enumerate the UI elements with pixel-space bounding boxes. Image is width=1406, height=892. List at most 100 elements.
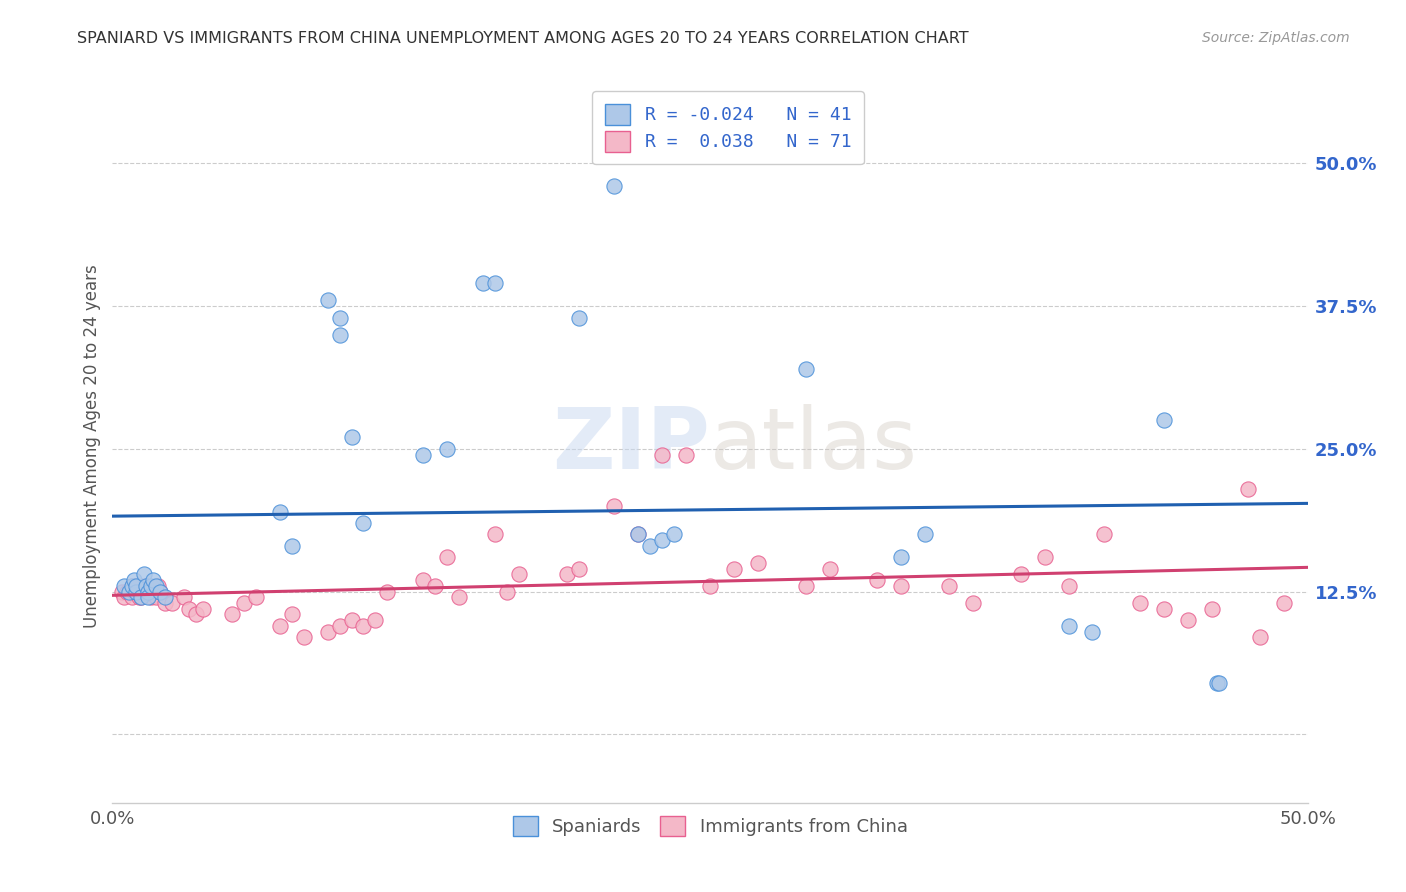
Point <box>627 527 650 541</box>
Point <box>142 584 165 599</box>
Point <box>122 584 145 599</box>
Text: ZIP: ZIP <box>553 404 710 488</box>
Point <box>149 584 172 599</box>
Text: SPANIARD VS IMMIGRANTS FROM CHINA UNEMPLOYMENT AMONG AGES 20 TO 24 YEARS CORRELA: SPANIARD VS IMMIGRANTS FROM CHINA UNEMPL… <box>77 31 969 46</box>
Point <box>1094 527 1116 541</box>
Point <box>1177 613 1199 627</box>
Point <box>132 567 155 582</box>
Point <box>1057 579 1080 593</box>
Point <box>1153 413 1175 427</box>
Point <box>484 277 506 291</box>
Point <box>603 179 626 194</box>
Point <box>128 591 150 605</box>
Point <box>640 539 662 553</box>
Point <box>651 533 673 548</box>
Point <box>675 448 697 462</box>
Point <box>221 607 243 622</box>
Point <box>138 591 160 605</box>
Y-axis label: Unemployment Among Ages 20 to 24 years: Unemployment Among Ages 20 to 24 years <box>83 264 101 628</box>
Point <box>269 619 291 633</box>
Point <box>111 584 134 599</box>
Point <box>866 573 889 587</box>
Point <box>329 619 352 633</box>
Point <box>436 442 458 456</box>
Point <box>142 573 165 587</box>
Point <box>145 579 167 593</box>
Point <box>129 579 152 593</box>
Point <box>794 362 817 376</box>
Point <box>281 607 304 622</box>
Point <box>118 584 141 599</box>
Point <box>425 579 447 593</box>
Point <box>146 579 169 593</box>
Point <box>193 601 215 615</box>
Point <box>245 591 267 605</box>
Point <box>472 277 495 291</box>
Point <box>938 579 960 593</box>
Point <box>138 579 160 593</box>
Point <box>132 584 155 599</box>
Point <box>281 539 304 553</box>
Point <box>1010 567 1032 582</box>
Point <box>269 505 291 519</box>
Point <box>186 607 208 622</box>
Point <box>292 630 315 644</box>
Point <box>114 579 135 593</box>
Point <box>138 584 160 599</box>
Point <box>125 584 148 599</box>
Point <box>1057 619 1080 633</box>
Point <box>794 579 817 593</box>
Point <box>149 584 172 599</box>
Point <box>162 596 183 610</box>
Point <box>1208 676 1230 690</box>
Point <box>129 591 152 605</box>
Point <box>145 591 167 605</box>
Point <box>818 562 841 576</box>
Point <box>115 584 138 599</box>
Point <box>114 591 135 605</box>
Point <box>233 596 256 610</box>
Point <box>125 579 148 593</box>
Point <box>1033 550 1056 565</box>
Point <box>316 624 339 639</box>
Point <box>329 310 352 325</box>
Point <box>139 579 162 593</box>
Point <box>122 573 145 587</box>
Point <box>352 516 374 530</box>
Point <box>699 579 721 593</box>
Point <box>153 591 176 605</box>
Point <box>508 567 530 582</box>
Point <box>1153 601 1175 615</box>
Point <box>962 596 984 610</box>
Point <box>135 579 157 593</box>
Point <box>340 430 363 444</box>
Point <box>139 591 162 605</box>
Point <box>173 591 195 605</box>
Point <box>1201 601 1223 615</box>
Point <box>340 613 363 627</box>
Point <box>125 579 148 593</box>
Point <box>664 527 686 541</box>
Point <box>1272 596 1295 610</box>
Point <box>496 584 519 599</box>
Point <box>1205 676 1227 690</box>
Point <box>121 579 143 593</box>
Point <box>352 619 374 633</box>
Point <box>484 527 506 541</box>
Text: atlas: atlas <box>710 404 918 488</box>
Point <box>890 550 912 565</box>
Point <box>121 579 143 593</box>
Point <box>1237 482 1260 496</box>
Point <box>177 601 200 615</box>
Point <box>316 293 339 308</box>
Point <box>651 448 673 462</box>
Point <box>568 310 591 325</box>
Point <box>890 579 912 593</box>
Point <box>603 499 626 513</box>
Point <box>1129 596 1152 610</box>
Point <box>436 550 458 565</box>
Point <box>377 584 399 599</box>
Point <box>447 591 470 605</box>
Point <box>747 556 769 570</box>
Point <box>412 573 434 587</box>
